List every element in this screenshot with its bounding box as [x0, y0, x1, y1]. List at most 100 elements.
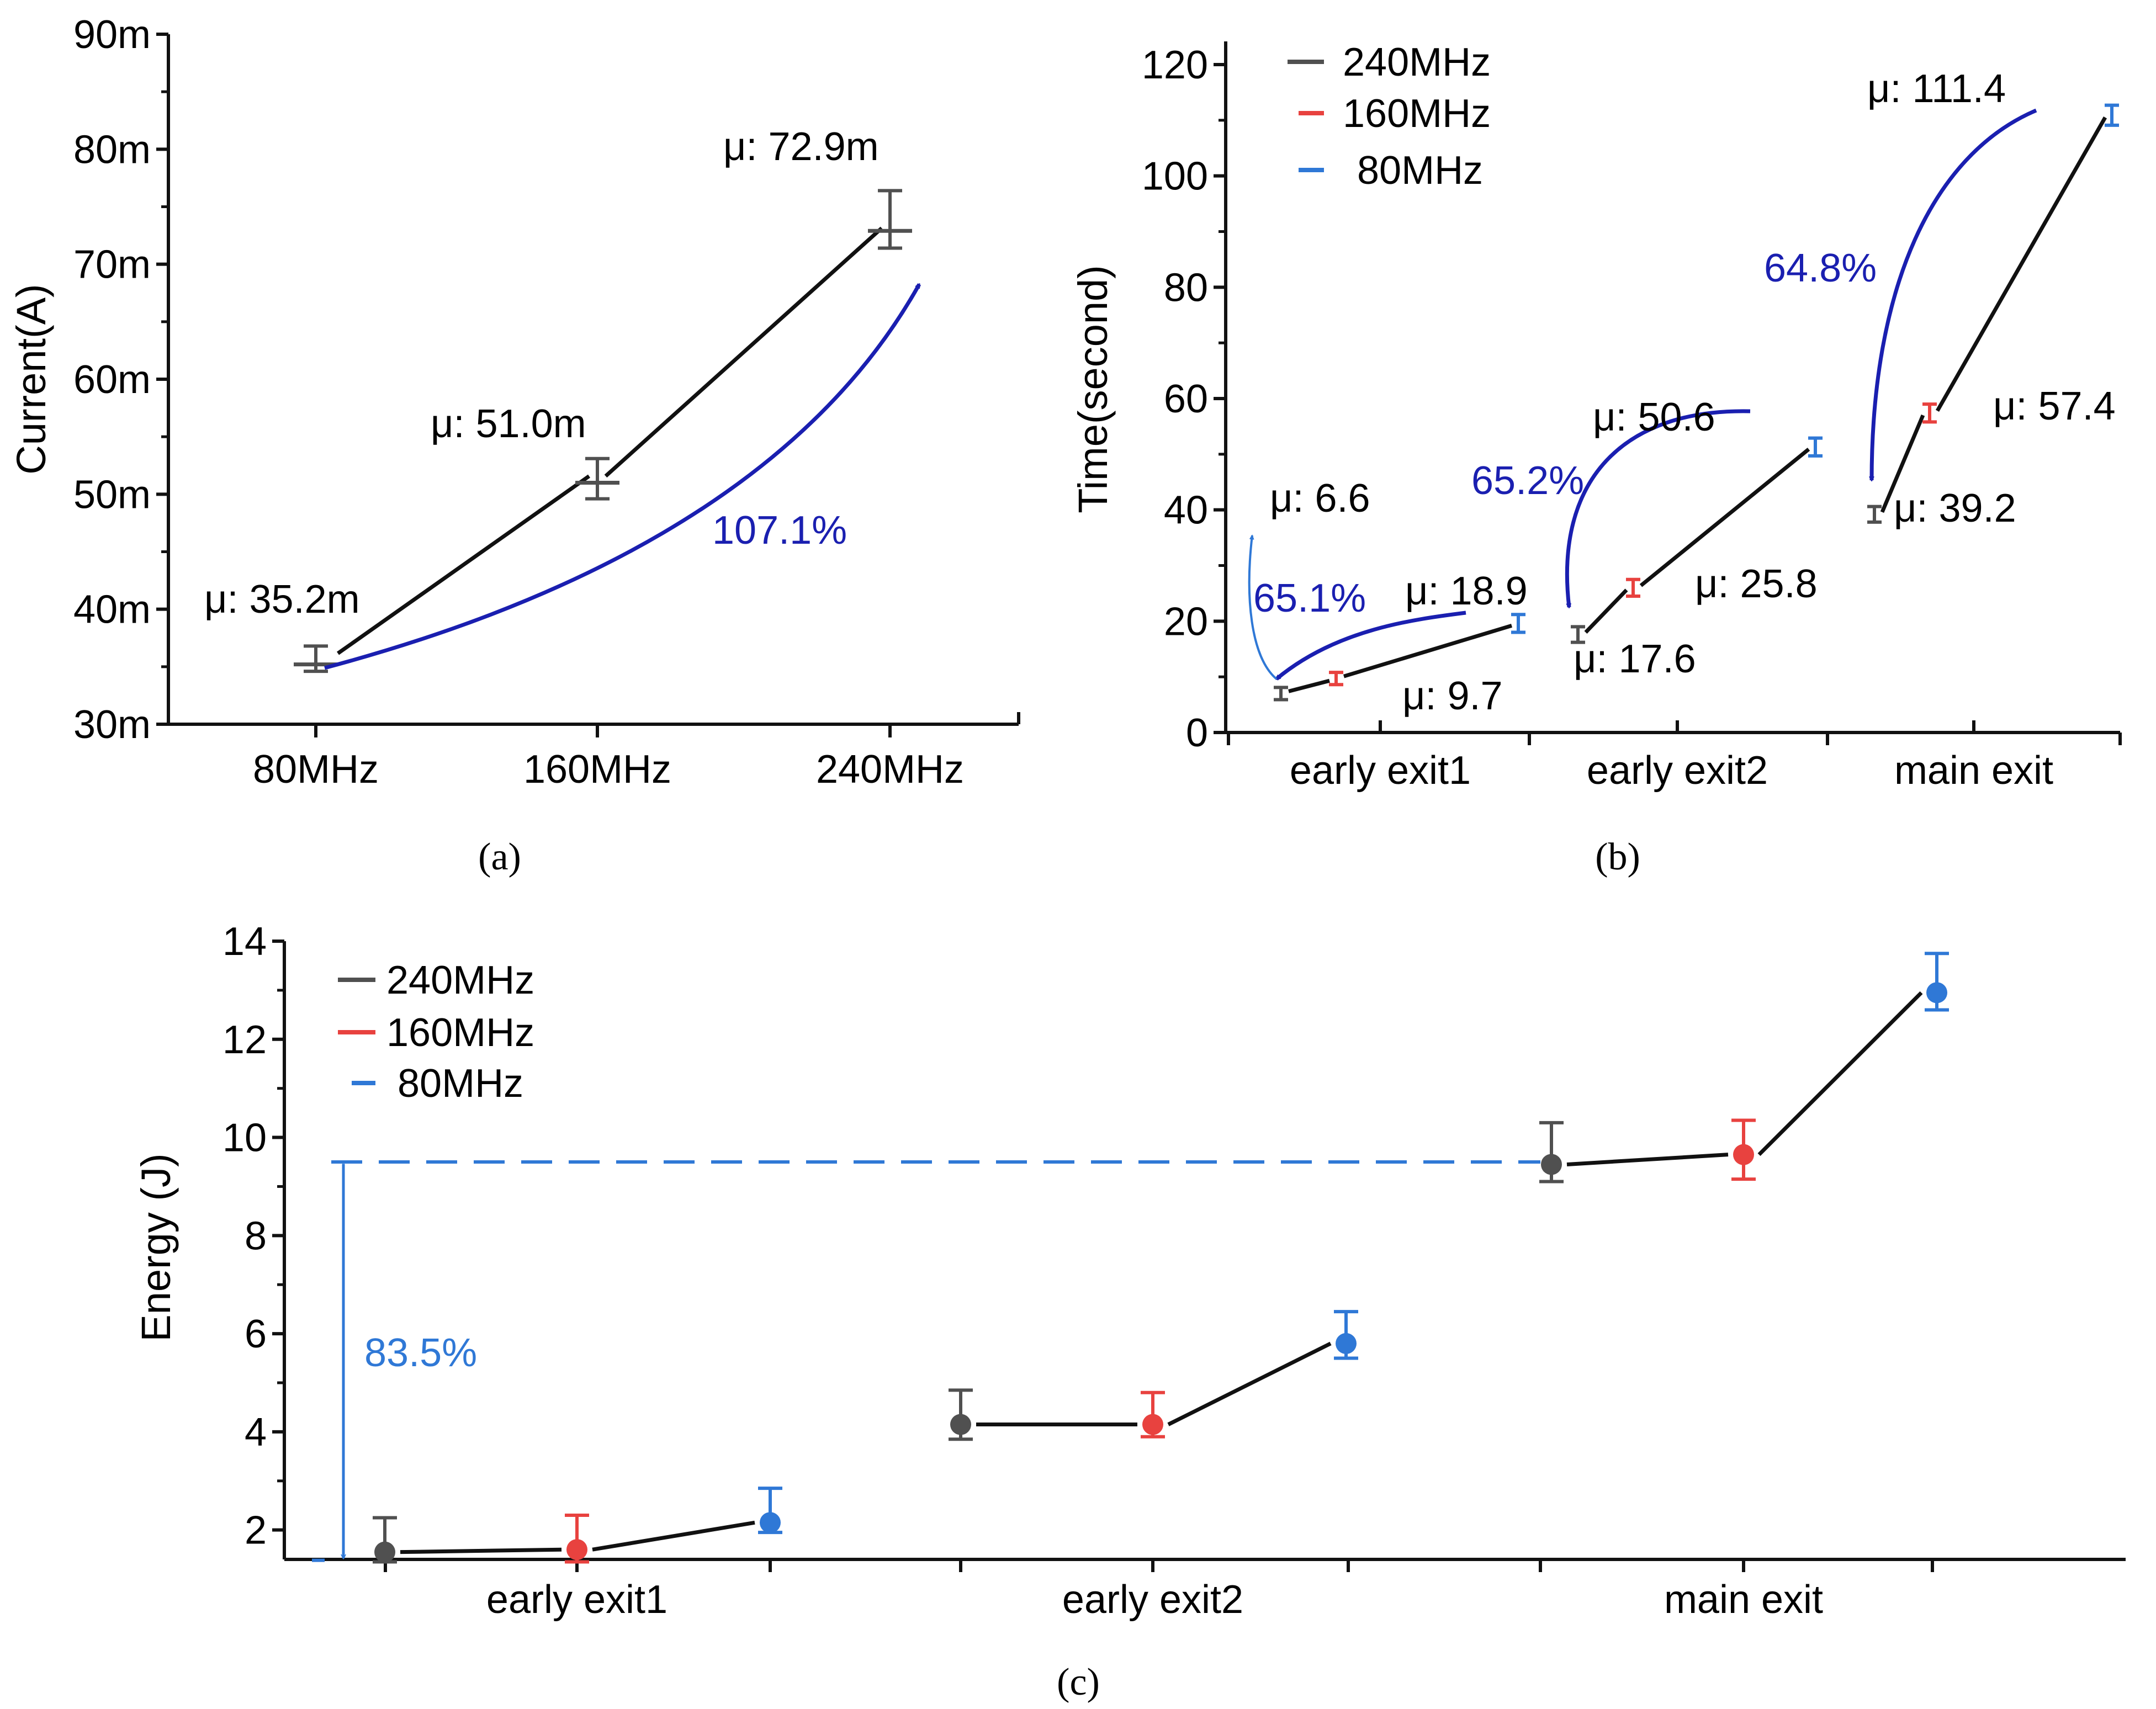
data-point: [950, 1414, 971, 1435]
y-axis-label: Time(second): [1070, 265, 1116, 513]
data-label: μ: 6.6: [1270, 476, 1370, 521]
x-tick-label: early exit2: [1062, 1578, 1243, 1622]
data-label: μ: 111.4: [1867, 67, 2006, 111]
arrow-label: 107.1%: [712, 508, 847, 553]
speedup-arrow-early-exit2: [1565, 409, 1751, 607]
error-bars: [294, 189, 912, 673]
speedup-arrow-main-exit: [1872, 108, 2037, 480]
panel-label: (a): [478, 836, 521, 878]
data-point: [566, 1539, 587, 1561]
arrow-label: 65.2%: [1471, 459, 1584, 503]
x-tick-label: main exit: [1664, 1578, 1823, 1622]
arrow-label: 64.8%: [1764, 246, 1877, 290]
y-tick-label: 14: [223, 920, 267, 964]
series-line-segment: [400, 1547, 562, 1554]
data-point: [1142, 1414, 1163, 1435]
y-tick-label: 10: [223, 1116, 267, 1160]
y-tick-label: 12: [223, 1018, 267, 1062]
y-axis-label: Energy (J): [133, 1153, 179, 1341]
series-line-segment: [1288, 678, 1330, 693]
arrow-label: 83.5%: [364, 1331, 477, 1375]
series-line-segment: [1566, 1153, 1729, 1166]
series-lines: [400, 991, 1923, 1554]
y-tick-label: 120: [1142, 43, 1208, 87]
reference-arrow-early-exit1: [1248, 534, 1278, 680]
x-tick-label: early exit1: [1290, 749, 1471, 793]
y-tick-label: 40m: [73, 588, 151, 632]
y-tick-label: 60: [1164, 377, 1208, 421]
series-line-segment: [1343, 624, 1513, 678]
y-tick-label: 40: [1164, 489, 1208, 533]
legend: 240MHz 160MHz 80MHz: [338, 958, 534, 1106]
data-point: [760, 1512, 781, 1533]
data-label: μ: 50.6: [1593, 395, 1715, 439]
y-tick-label: 6: [245, 1312, 267, 1356]
x-tick-label: 240MHz: [816, 747, 964, 792]
data-label: μ: 51.0m: [431, 402, 586, 446]
y-tick-label: 4: [245, 1410, 267, 1455]
data-label: μ: 9.7: [1402, 674, 1503, 718]
series-line-segment: [1584, 588, 1628, 634]
y-ticks: 0 20 40 60 80 100 120: [1142, 43, 1226, 755]
data-point: [1926, 982, 1947, 1004]
data-point: [1336, 1333, 1357, 1354]
data-label: μ: 25.8: [1695, 562, 1818, 606]
legend-label: 160MHz: [1343, 92, 1491, 136]
y-tick-label: 20: [1164, 599, 1208, 644]
series-line-segment: [1935, 116, 2107, 412]
y-tick-label: 50m: [73, 473, 151, 517]
panel-b-time-chart: 0 20 40 60 80 100 120 early exit1 early exit2 ma…: [1070, 40, 2122, 878]
x-ticks: early exit1 early exit2 main exit: [384, 1559, 1934, 1622]
x-ticks: 80MHz 160MHz 240MHz: [253, 712, 1020, 792]
error-bars: [373, 952, 1949, 1564]
data-label: μ: 57.4: [1993, 384, 2116, 428]
series-lines: [336, 226, 883, 655]
y-tick-label: 8: [245, 1214, 267, 1258]
x-tick-label: main exit: [1894, 749, 2053, 793]
legend-label: 80MHz: [398, 1062, 523, 1106]
data-label: μ: 39.2: [1894, 486, 2016, 530]
legend: 240MHz 160MHz 80MHz: [1288, 40, 1491, 193]
x-ticks: early exit1 early exit2 main exit: [1227, 720, 2122, 793]
legend-label: 160MHz: [386, 1011, 534, 1055]
x-tick-label: early exit1: [486, 1578, 668, 1622]
x-tick-label: 80MHz: [253, 747, 379, 792]
data-point: [374, 1541, 395, 1563]
series-line-segment: [1639, 448, 1810, 587]
series-line-segment: [1880, 414, 1925, 513]
series-line-segment: [592, 1520, 755, 1552]
series-lines: [1288, 116, 2107, 693]
panel-label: (b): [1595, 836, 1640, 878]
data-point: [1541, 1154, 1562, 1175]
data-points: [374, 982, 1947, 1563]
legend-label: 80MHz: [1357, 148, 1483, 193]
x-tick-label: 160MHz: [523, 747, 671, 792]
y-tick-label: 60m: [73, 358, 151, 402]
series-line-segment: [336, 474, 591, 655]
y-tick-label: 80m: [73, 128, 151, 172]
legend-label: 240MHz: [1343, 40, 1491, 84]
arrow-label: 65.1%: [1253, 576, 1366, 620]
series-line-segment: [1757, 991, 1923, 1156]
y-ticks: 2 4 6 8 10 12 14: [223, 920, 284, 1553]
y-tick-label: 90m: [73, 13, 151, 57]
y-axis-label: Current(A): [8, 284, 54, 474]
data-point: [1733, 1144, 1754, 1165]
panel-c-energy-chart: 2 4 6 8 10 12 14 early exit1 early exit2 main ex…: [133, 920, 2126, 1703]
data-label: μ: 17.6: [1574, 637, 1696, 681]
legend-label: 240MHz: [386, 958, 534, 1002]
y-tick-label: 2: [245, 1509, 267, 1553]
error-bars: [1274, 103, 2119, 702]
data-label: μ: 18.9: [1405, 569, 1528, 613]
y-ticks: 30m 40m 50m 60m 70m 80m 90m: [73, 13, 168, 747]
data-label: μ: 35.2m: [204, 577, 360, 622]
series-line-segment: [604, 226, 883, 478]
series-line-segment: [1167, 1341, 1332, 1426]
y-tick-label: 70m: [73, 243, 151, 287]
speedup-arrow-early-exit1: [1276, 611, 1466, 681]
increase-arrow: [324, 284, 921, 670]
data-label: μ: 72.9m: [723, 125, 879, 169]
y-tick-label: 100: [1142, 155, 1208, 199]
